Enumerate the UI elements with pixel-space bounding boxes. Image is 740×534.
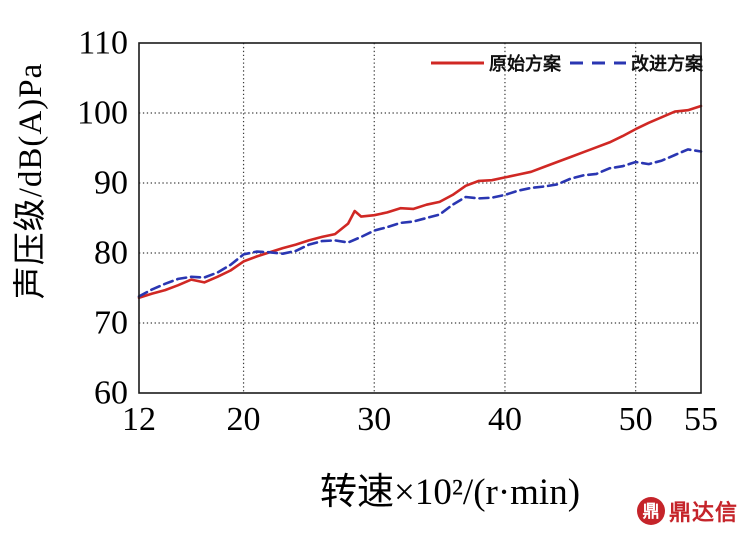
- x-tick-label: 30: [357, 401, 392, 438]
- legend: 原始方案 改进方案: [430, 50, 703, 76]
- axes-border: [138, 42, 702, 394]
- y-axis-title: 声压级/dB(A)Pa: [13, 62, 49, 300]
- y-tick-label: 100: [77, 94, 128, 132]
- legend-item-0: 原始方案: [430, 50, 561, 76]
- x-tick-label: 20: [226, 401, 261, 438]
- grid: [139, 43, 701, 393]
- x-axis-title: 转速×10²/(r·min): [319, 472, 581, 513]
- y-tick-label: 90: [94, 164, 128, 202]
- y-tick-label: 110: [78, 24, 128, 62]
- series-line-0: [137, 104, 703, 300]
- legend-label: 改进方案: [631, 54, 703, 74]
- x-tick-label: 55: [684, 401, 718, 438]
- legend-line-sample: [431, 61, 484, 65]
- x-tick-label: 12: [122, 401, 156, 438]
- watermark-text: 鼎达信: [668, 500, 738, 525]
- y-tick-label: 60: [94, 374, 128, 412]
- dingdaxin-logo-icon: 鼎: [636, 497, 665, 525]
- watermark: 鼎 鼎达信: [636, 495, 738, 527]
- x-tick-label: 50: [618, 401, 653, 438]
- y-tick-label: 70: [94, 304, 128, 342]
- legend-label: 原始方案: [489, 54, 561, 74]
- plot-frame: [138, 42, 702, 394]
- svg-text:鼎: 鼎: [642, 502, 659, 521]
- legend-item-1: 改进方案: [569, 50, 703, 76]
- series-group: [137, 104, 703, 300]
- series-line-1: [137, 148, 703, 298]
- legend-line-sample: [570, 61, 626, 65]
- y-tick-label: 80: [94, 234, 128, 272]
- x-tick-label: 40: [487, 401, 522, 438]
